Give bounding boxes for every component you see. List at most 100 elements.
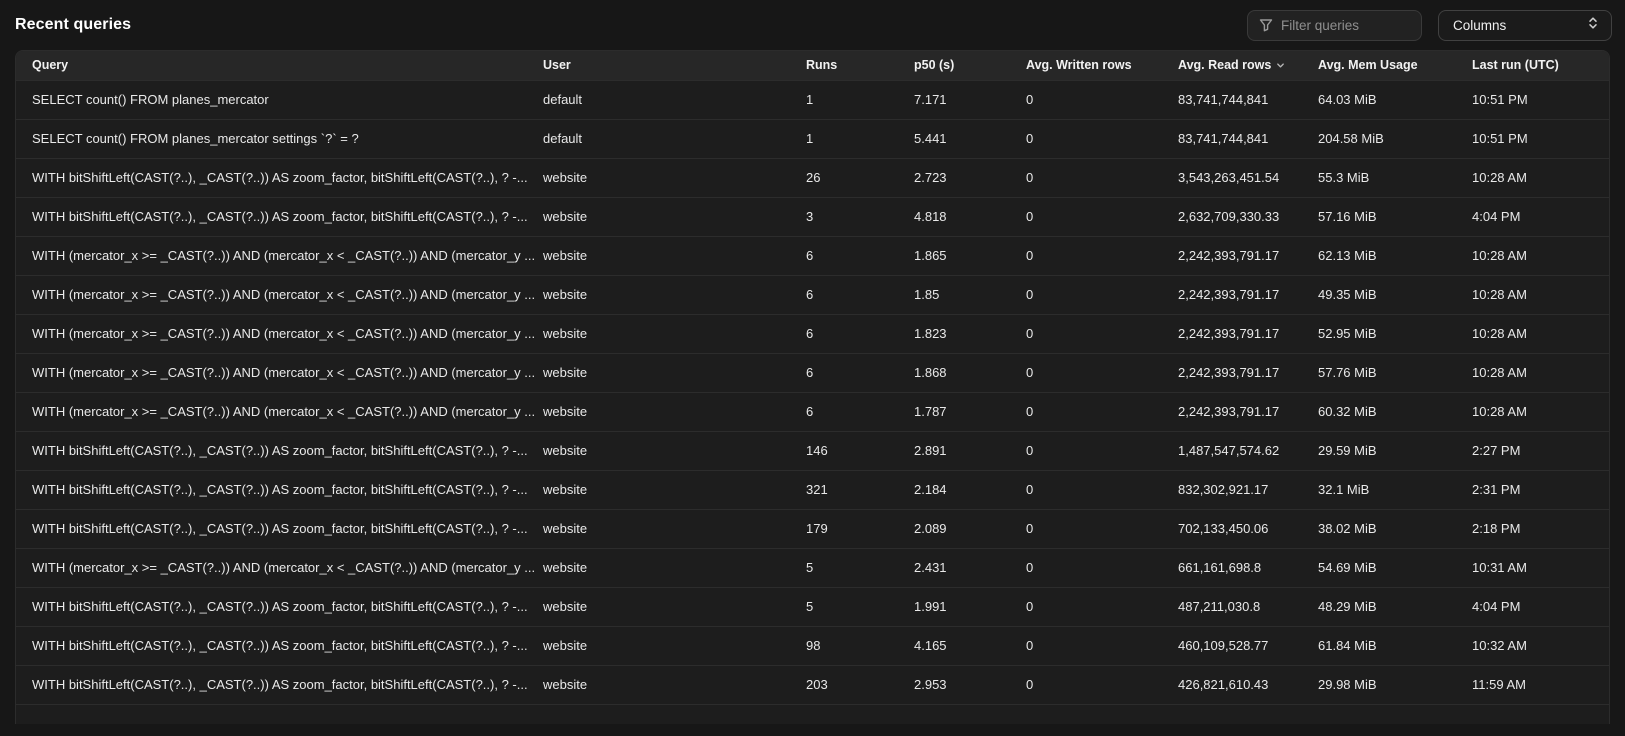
cell-avg_written_rows: 0 — [1026, 352, 1178, 392]
cell-avg_written_rows: 0 — [1026, 79, 1178, 119]
table-row[interactable]: WITH (mercator_x >= _CAST(?..)) AND (mer… — [16, 352, 1609, 392]
cell-avg_read_rows: 487,211,030.8 — [1178, 586, 1318, 626]
cell-query: WITH bitShiftLeft(CAST(?..), _CAST(?..))… — [16, 157, 543, 197]
table-row[interactable]: WITH bitShiftLeft(CAST(?..), _CAST(?..))… — [16, 469, 1609, 509]
cell-avg_read_rows: 83,741,744,841 — [1178, 118, 1318, 158]
column-header-query[interactable]: Query — [16, 51, 543, 80]
cell-last_run: 11:59 AM — [1472, 664, 1609, 704]
cell-avg_mem_usage: 64.03 MiB — [1318, 79, 1472, 119]
table-row[interactable]: SELECT count() FROM planes_mercator sett… — [16, 118, 1609, 158]
cell-last_run: 2:18 PM — [1472, 508, 1609, 548]
column-header-avg_mem_usage[interactable]: Avg. Mem Usage — [1318, 51, 1472, 80]
column-header-last_run[interactable]: Last run (UTC) — [1472, 51, 1609, 80]
cell-last_run: 10:31 AM — [1472, 547, 1609, 587]
cell-p50: 2.431 — [914, 547, 1026, 587]
cell-user: website — [543, 625, 806, 665]
table-row[interactable]: WITH (mercator_x >= _CAST(?..)) AND (mer… — [16, 391, 1609, 431]
cell-p50: 2.953 — [914, 664, 1026, 704]
cell-last_run: 10:28 AM — [1472, 313, 1609, 353]
cell-last_run: 2:31 PM — [1472, 469, 1609, 509]
cell-avg_written_rows: 0 — [1026, 157, 1178, 197]
column-header-label: p50 (s) — [914, 58, 955, 73]
cell-avg_written_rows: 0 — [1026, 196, 1178, 236]
cell-runs: 203 — [806, 664, 914, 704]
cell-avg_written_rows: 0 — [1026, 469, 1178, 509]
cell-p50: 2.723 — [914, 157, 1026, 197]
cell-p50: 2.184 — [914, 469, 1026, 509]
cell-avg_read_rows: 460,109,528.77 — [1178, 625, 1318, 665]
column-header-runs[interactable]: Runs — [806, 51, 914, 80]
column-header-label: Avg. Mem Usage — [1318, 58, 1418, 73]
filter-queries-input[interactable] — [1281, 17, 1411, 33]
cell-avg_read_rows: 2,632,709,330.33 — [1178, 196, 1318, 236]
cell-avg_mem_usage: 57.76 MiB — [1318, 352, 1472, 392]
column-header-label: Last run (UTC) — [1472, 58, 1559, 73]
cell-last_run: 2:27 PM — [1472, 430, 1609, 470]
table-row[interactable]: WITH bitShiftLeft(CAST(?..), _CAST(?..))… — [16, 430, 1609, 470]
cell-user: website — [543, 469, 806, 509]
cell-runs: 98 — [806, 625, 914, 665]
column-header-user[interactable]: User — [543, 51, 806, 80]
column-header-avg_read_rows[interactable]: Avg. Read rows — [1178, 51, 1318, 80]
cell-query: SELECT count() FROM planes_mercator sett… — [16, 118, 543, 158]
table-row[interactable]: WITH bitShiftLeft(CAST(?..), _CAST(?..))… — [16, 586, 1609, 626]
cell-avg_mem_usage: 62.13 MiB — [1318, 235, 1472, 275]
cell-runs: 321 — [806, 469, 914, 509]
cell-avg_read_rows: 1,487,547,574.62 — [1178, 430, 1318, 470]
cell-last_run: 4:04 PM — [1472, 586, 1609, 626]
cell-avg_written_rows: 0 — [1026, 391, 1178, 431]
cell-last_run: 10:32 AM — [1472, 625, 1609, 665]
cell-query: WITH (mercator_x >= _CAST(?..)) AND (mer… — [16, 274, 543, 314]
cell-runs: 3 — [806, 196, 914, 236]
table-row[interactable]: WITH (mercator_x >= _CAST(?..)) AND (mer… — [16, 313, 1609, 353]
cell-p50: 4.165 — [914, 625, 1026, 665]
cell-user: website — [543, 235, 806, 275]
table-row[interactable]: WITH bitShiftLeft(CAST(?..), _CAST(?..))… — [16, 625, 1609, 665]
cell-avg_mem_usage: 32.1 MiB — [1318, 469, 1472, 509]
table-row[interactable]: WITH (mercator_x >= _CAST(?..)) AND (mer… — [16, 235, 1609, 275]
cell-avg_mem_usage: 54.69 MiB — [1318, 547, 1472, 587]
cell-avg_read_rows: 2,242,393,791.17 — [1178, 235, 1318, 275]
cell-avg_written_rows: 0 — [1026, 313, 1178, 353]
cell-last_run: 10:51 PM — [1472, 118, 1609, 158]
page-header: Recent queries Columns — [0, 0, 1625, 50]
table-row[interactable]: WITH bitShiftLeft(CAST(?..), _CAST(?..))… — [16, 157, 1609, 197]
column-header-label: Avg. Written rows — [1026, 58, 1132, 73]
cell-query: WITH bitShiftLeft(CAST(?..), _CAST(?..))… — [16, 586, 543, 626]
table-row[interactable]: WITH (mercator_x >= _CAST(?..)) AND (mer… — [16, 547, 1609, 587]
cell-user: website — [543, 313, 806, 353]
page-title: Recent queries — [15, 16, 132, 33]
partial-row — [16, 704, 1609, 724]
cell-avg_mem_usage: 57.16 MiB — [1318, 196, 1472, 236]
cell-user: website — [543, 274, 806, 314]
table-row[interactable]: WITH bitShiftLeft(CAST(?..), _CAST(?..))… — [16, 196, 1609, 236]
cell-p50: 1.787 — [914, 391, 1026, 431]
cell-query: WITH (mercator_x >= _CAST(?..)) AND (mer… — [16, 313, 543, 353]
cell-query: WITH bitShiftLeft(CAST(?..), _CAST(?..))… — [16, 625, 543, 665]
table-row[interactable]: SELECT count() FROM planes_mercator defau… — [16, 79, 1609, 119]
cell-avg_written_rows: 0 — [1026, 118, 1178, 158]
cell-avg_written_rows: 0 — [1026, 508, 1178, 548]
recent-queries-table: Query User Runs p50 (s) Avg. Written rows Avg… — [15, 50, 1610, 724]
cell-avg_mem_usage: 29.98 MiB — [1318, 664, 1472, 704]
cell-avg_read_rows: 2,242,393,791.17 — [1178, 313, 1318, 353]
column-header-label: User — [543, 58, 571, 73]
cell-p50: 1.868 — [914, 352, 1026, 392]
cell-avg_read_rows: 83,741,744,841 — [1178, 79, 1318, 119]
table-row[interactable]: WITH bitShiftLeft(CAST(?..), _CAST(?..))… — [16, 508, 1609, 548]
table-row[interactable]: WITH (mercator_x >= _CAST(?..)) AND (mer… — [16, 274, 1609, 314]
filter-queries-box[interactable] — [1247, 9, 1422, 41]
cell-runs: 6 — [806, 235, 914, 275]
cell-query: WITH (mercator_x >= _CAST(?..)) AND (mer… — [16, 547, 543, 587]
columns-dropdown[interactable]: Columns — [1438, 9, 1612, 41]
cell-query: WITH (mercator_x >= _CAST(?..)) AND (mer… — [16, 352, 543, 392]
cell-user: website — [543, 664, 806, 704]
cell-avg_written_rows: 0 — [1026, 430, 1178, 470]
cell-runs: 6 — [806, 391, 914, 431]
cell-p50: 5.441 — [914, 118, 1026, 158]
column-header-p50[interactable]: p50 (s) — [914, 51, 1026, 80]
column-header-avg_written_rows[interactable]: Avg. Written rows — [1026, 51, 1178, 80]
cell-query: WITH bitShiftLeft(CAST(?..), _CAST(?..))… — [16, 664, 543, 704]
funnel-icon — [1259, 18, 1273, 32]
table-row[interactable]: WITH bitShiftLeft(CAST(?..), _CAST(?..))… — [16, 664, 1609, 704]
